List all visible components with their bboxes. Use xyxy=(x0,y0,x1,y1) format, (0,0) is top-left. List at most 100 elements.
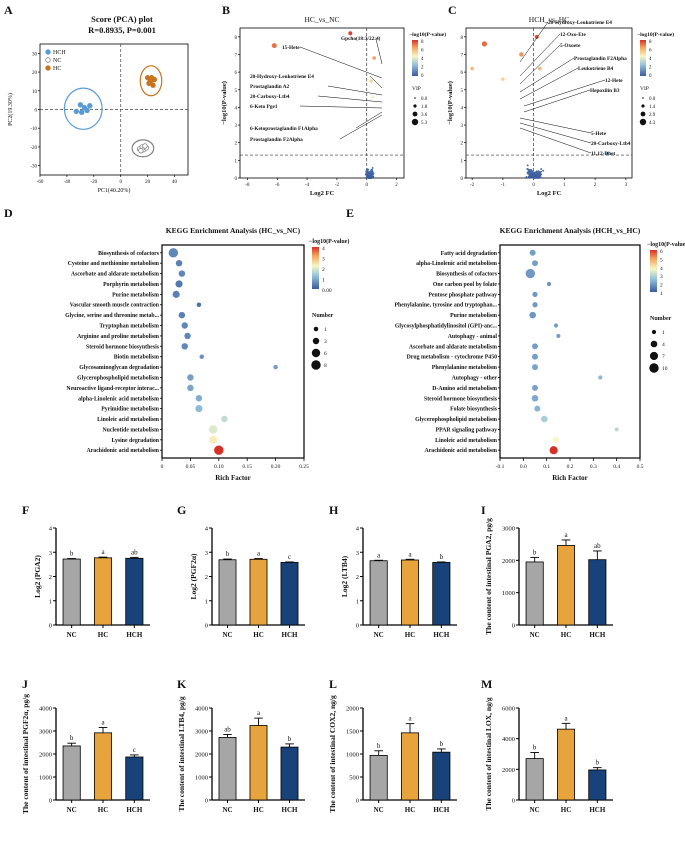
kegg-e-number-tick: 10 xyxy=(662,366,668,372)
panel-letter-G: G xyxy=(177,503,186,517)
pca-xtick-label: -40 xyxy=(64,180,71,185)
bar-chart-i: 0 1000 2000 3000 The content of intestinal P… xyxy=(484,518,613,639)
kegg-d-bubble xyxy=(221,415,228,423)
kegg-e-number-tick: 7 xyxy=(662,354,665,360)
bar-ytick-label: 1 xyxy=(356,598,359,605)
kegg-d-pathway-label: Linoleic acid metabolism xyxy=(97,417,159,423)
kegg-e-colorbar-tick: 3 xyxy=(660,274,663,280)
bar-hc xyxy=(249,558,268,626)
volcano-c-ytick-label: 1 xyxy=(461,159,464,164)
bar-ylabel: The content of intestinal COX2, ng/g xyxy=(328,695,337,813)
bar-hc xyxy=(93,732,113,801)
kegg-d-bubble xyxy=(178,311,186,319)
kegg-d-number-marker xyxy=(311,360,321,370)
kegg-d-bubble xyxy=(187,384,194,392)
pca-xtick-label: 0 xyxy=(119,180,122,185)
kegg-e-pathway-label: Phenylalanine metabolism xyxy=(432,365,497,371)
bar-ytick-label: 2000 xyxy=(502,767,515,774)
volcano-c-vip-marker xyxy=(640,111,646,117)
volcano-b-point xyxy=(271,43,277,49)
kegg-e-bubble xyxy=(532,260,538,267)
kegg-e-bubble xyxy=(541,415,548,423)
volcano-c-xtick-label: -2 xyxy=(470,183,475,188)
volcano-c-point xyxy=(542,169,545,172)
kegg-e-colorbar-tick: 2 xyxy=(660,283,663,289)
volcano-b-point xyxy=(367,175,370,178)
bar-category-label: NC xyxy=(374,806,384,814)
volcano-b-leader-line xyxy=(355,111,383,129)
kegg-d-pathway-label: Glycine, serine and threonine metab... xyxy=(65,313,159,319)
volcano-c-metabolite-label: 11,12-Dhet xyxy=(591,151,616,157)
volcano-b-frame xyxy=(239,27,405,179)
volcano-b-point xyxy=(369,79,373,83)
panel-letter-H: H xyxy=(329,503,339,517)
bar-hch xyxy=(280,562,299,626)
kegg-d-number-tick: 1 xyxy=(324,327,327,333)
volcano-c-point xyxy=(481,41,488,47)
pca-point-hch xyxy=(84,107,90,114)
kegg-d-pathway-label: Biosynthesis of cofactors xyxy=(98,251,160,257)
volcano-b-vip-tick: 0.0 xyxy=(421,97,428,102)
kegg-e-pathway-label: Ascorbate and aldarate metabolism xyxy=(409,344,497,350)
kegg-d-colorbar-tick: 3 xyxy=(322,257,325,263)
volcano-b-xtick-label: -2 xyxy=(335,183,340,188)
pca-ytick-label: -20 xyxy=(30,146,37,151)
volcano-c-point xyxy=(536,175,539,178)
kegg-d-xtick-label: 0.10 xyxy=(214,464,224,470)
volcano-c-point xyxy=(532,176,535,179)
pca-point-nc xyxy=(138,147,144,154)
volcano-c-title: HCH_vs_HC xyxy=(529,15,569,24)
kegg-d-xtick-label: 0.05 xyxy=(186,464,196,470)
kegg-e-bubble xyxy=(532,343,538,350)
volcano-c-metabolite-label: Hepoxilin B3 xyxy=(590,88,620,94)
volcano-c-xtick-label: -1 xyxy=(501,183,506,188)
volcano-b-leader-line xyxy=(375,38,383,65)
kegg-e-bubble xyxy=(532,384,538,391)
volcano-b-colorbar xyxy=(412,40,418,76)
significance-letter: ab xyxy=(594,542,601,550)
kegg-d-pathway-label: Vascular smooth muscle contraction xyxy=(70,303,160,309)
volcano-b-colorbar-tick: 8 xyxy=(421,40,424,45)
bar-ylabel: Log2 (PGA2) xyxy=(33,555,42,598)
bar-category-label: HC xyxy=(405,806,416,814)
kegg-d-pathway-label: Glycerophospholipid metabolism xyxy=(77,375,159,381)
volcano-c-ytick-label: 8 xyxy=(461,36,464,41)
volcano-b-ytick-label: 6 xyxy=(235,71,238,76)
kegg-d-bubble xyxy=(181,343,188,350)
pca-ytick-label: 20 xyxy=(32,71,38,76)
significance-letter: b xyxy=(288,735,292,743)
kegg-d-bubble xyxy=(199,354,205,359)
volcano-c-leader-line xyxy=(519,117,592,134)
volcano-c-point xyxy=(531,174,534,177)
bar-ytick-label: 2000 xyxy=(502,558,515,565)
volcano-c-point xyxy=(525,175,528,178)
kegg-e-bubble xyxy=(525,268,536,279)
volcano-c-vip-tick: 2.9 xyxy=(649,113,656,118)
kegg-e-bubble xyxy=(549,446,558,455)
bar-hch xyxy=(125,756,144,801)
kegg-d-pathway-label: Neuroactive ligand-receptor interac... xyxy=(66,386,159,392)
significance-letter: a xyxy=(101,548,105,556)
bar-ytick-label: 1000 xyxy=(346,752,359,759)
volcano-c-metabolite-label: 5-Hete xyxy=(591,131,607,137)
volcano-b-xtick-label: 2 xyxy=(395,183,398,188)
significance-letter: b xyxy=(440,740,444,748)
kegg-d-colorbar-tick: 1 xyxy=(322,278,325,284)
volcano-b-leader-line xyxy=(369,75,383,89)
kegg-d-colorbar-title: −log10(P-value) xyxy=(309,238,349,245)
volcano-b-ytick-label: 0 xyxy=(235,177,238,182)
pca-point-hch xyxy=(77,102,84,108)
bar-ytick-label: 0 xyxy=(512,623,515,630)
bar-ytick-label: 1 xyxy=(205,598,208,605)
volcano-c-point xyxy=(532,171,535,174)
kegg-e-xtick-label: 0.1 xyxy=(543,464,550,470)
bar-ytick-label: 4000 xyxy=(195,706,208,713)
bar-category-label: HCH xyxy=(589,631,606,639)
pca-ytick-label: -10 xyxy=(30,127,37,132)
kegg-d-pathway-label: Lysine degradation xyxy=(111,438,159,444)
volcano-c-xlabel: Log2 FC xyxy=(537,190,562,197)
volcano-b-point xyxy=(369,173,372,176)
kegg-e: KEGG Enrichment Analysis (HCH_vs_HC) -0.1… xyxy=(395,226,685,482)
bar-nc xyxy=(62,558,81,626)
pca-point-hc xyxy=(151,76,158,83)
